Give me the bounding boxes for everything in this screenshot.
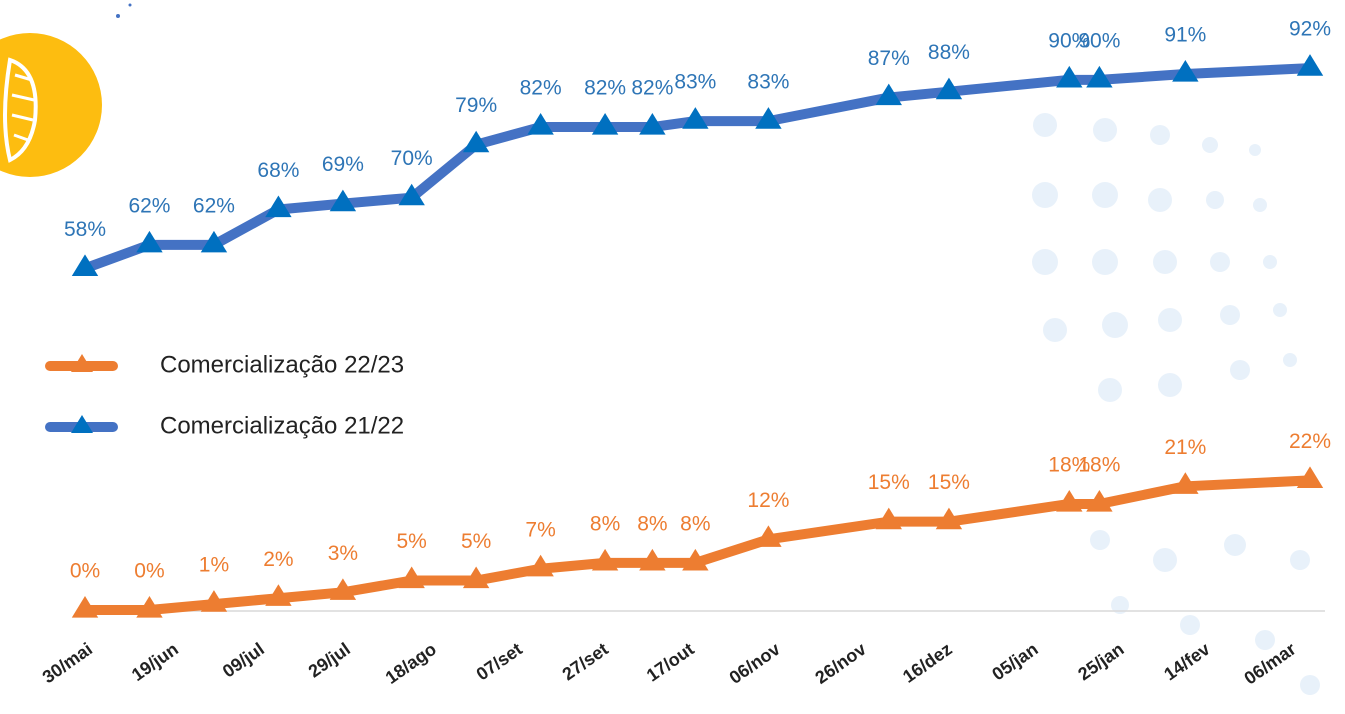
data-point [591,113,619,135]
data-point [329,578,357,600]
x-tick-label: 26/nov [812,639,870,688]
x-tick-label: 06/nov [726,639,784,688]
data-point [1296,54,1324,76]
x-tick-label: 25/jan [1074,639,1127,685]
data-point [682,107,709,129]
data-label: 79% [455,94,497,117]
data-point [1056,489,1083,512]
data-label: 15% [868,471,910,494]
data-label: 92% [1289,18,1331,41]
x-tick-label: 17/out [643,639,698,686]
data-point [935,77,963,100]
data-label: 8% [680,512,710,535]
data-label: 90% [1078,29,1120,52]
data-label: 12% [747,489,789,512]
data-label: 82% [584,77,626,100]
data-point [71,596,99,618]
data-label: 0% [134,560,164,583]
data-point [1172,472,1199,494]
data-point [398,183,425,206]
data-point [1086,65,1113,88]
x-tick-label: 18/ago [382,639,440,688]
data-label: 2% [263,548,293,571]
data-label: 58% [64,218,106,241]
data-point [527,113,554,135]
legend-label: Comercialização 21/22 [160,412,404,439]
data-point [1296,466,1324,489]
data-label: 90% [1048,29,1090,52]
data-point [1056,65,1083,88]
data-label: 18% [1078,454,1120,477]
data-label: 82% [520,77,562,100]
data-point [1086,489,1113,512]
data-label: 83% [674,71,716,94]
data-point [1172,60,1199,82]
data-label: 3% [328,542,358,565]
data-point [755,107,782,129]
data-label: 69% [322,153,364,176]
x-tick-label: 09/jul [219,639,268,682]
data-point [265,195,292,218]
data-point [527,554,554,577]
data-label: 87% [868,47,910,70]
data-label: 91% [1164,24,1206,47]
data-point [398,566,425,589]
logo [0,3,132,177]
data-point [200,590,228,612]
decoration [1032,113,1320,695]
data-label: 18% [1048,454,1090,477]
data-label: 21% [1164,436,1206,459]
data-label: 62% [128,194,170,217]
x-tick-label: 14/fev [1160,639,1213,685]
data-label: 88% [928,41,970,64]
data-point [935,507,963,530]
data-point [639,548,666,571]
data-label: 82% [631,77,673,100]
legend-label: Comercialização 22/23 [160,351,404,378]
x-tick-label: 16/dez [899,639,956,687]
data-label: 70% [391,147,433,170]
x-tick-label: 07/set [473,639,526,685]
data-label: 15% [928,471,970,494]
data-point [755,525,782,547]
data-label: 8% [590,512,620,535]
data-point [875,507,902,530]
data-point [462,566,490,589]
legend-marker [71,354,93,372]
data-point [329,189,357,212]
series-line [85,475,1311,615]
data-point [875,83,902,106]
data-label: 22% [1289,430,1331,453]
data-point [682,548,709,571]
x-tick-label: 05/jan [988,639,1041,685]
data-point [136,230,163,253]
data-point [462,130,490,153]
data-label: 8% [637,512,667,535]
data-point [71,254,99,276]
data-label: 7% [525,518,555,541]
data-point [591,548,619,571]
legend-marker [71,415,93,433]
x-tick-label: 30/mai [39,639,96,688]
data-label: 1% [199,554,229,577]
x-tick-label: 27/set [559,639,612,685]
data-label: 5% [461,530,491,553]
data-label: 0% [70,560,100,583]
data-label: 5% [396,530,426,553]
data-point [200,230,228,253]
data-label: 62% [193,194,235,217]
data-label: 83% [747,71,789,94]
x-tick-label: 29/jul [305,639,354,682]
data-point [639,113,666,135]
data-label: 68% [257,159,299,182]
x-tick-label: 19/jun [128,639,182,685]
data-point [265,584,292,606]
data-point [136,596,163,618]
